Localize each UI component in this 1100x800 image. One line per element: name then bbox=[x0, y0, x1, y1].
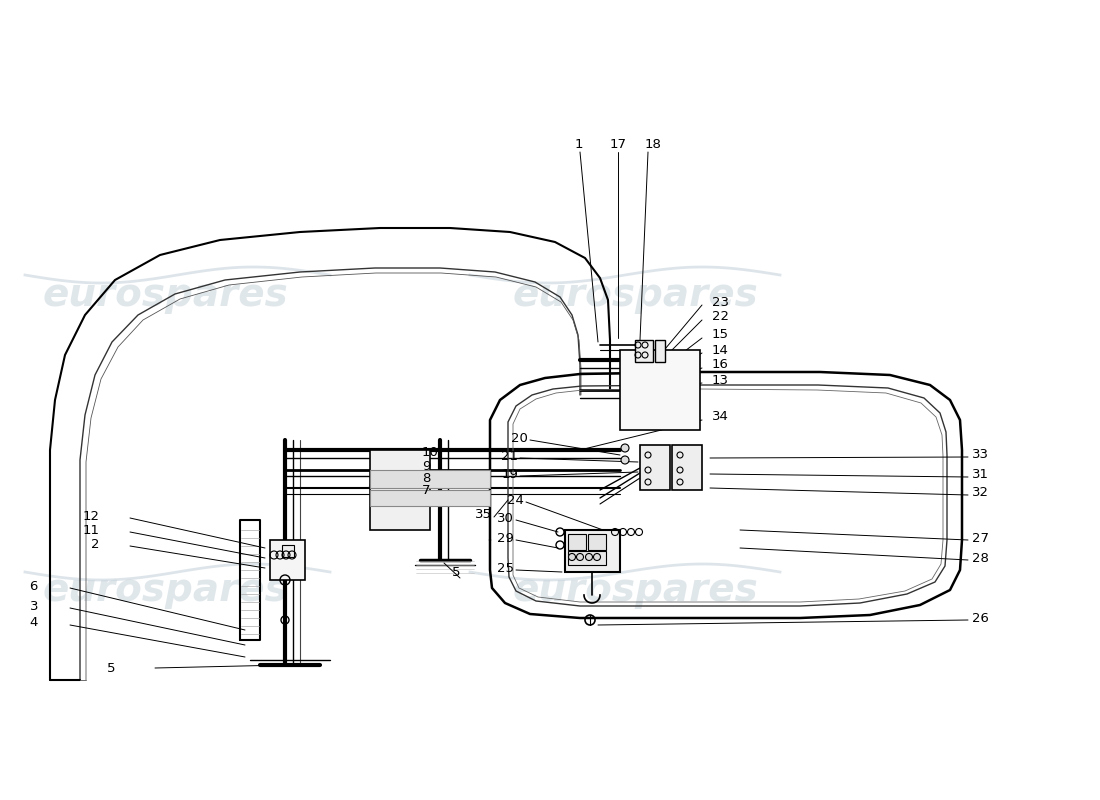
Bar bbox=[654, 340, 666, 362]
Bar bbox=[635, 340, 653, 362]
Text: 34: 34 bbox=[712, 410, 729, 423]
Text: 11: 11 bbox=[82, 523, 100, 537]
Text: 4: 4 bbox=[30, 617, 38, 630]
Text: 5: 5 bbox=[452, 566, 461, 579]
Text: 10: 10 bbox=[422, 446, 439, 459]
Text: 32: 32 bbox=[972, 486, 989, 499]
Text: 35: 35 bbox=[475, 509, 492, 522]
Bar bbox=[568, 534, 586, 550]
Text: 13: 13 bbox=[712, 374, 729, 386]
Text: 17: 17 bbox=[610, 138, 627, 151]
Text: 29: 29 bbox=[497, 531, 514, 545]
Bar bbox=[640, 445, 670, 490]
Text: 24: 24 bbox=[507, 494, 524, 506]
Text: 1: 1 bbox=[575, 138, 583, 151]
Text: 28: 28 bbox=[972, 551, 989, 565]
Bar bbox=[370, 450, 430, 530]
Bar bbox=[620, 350, 700, 430]
Text: eurospares: eurospares bbox=[42, 571, 288, 609]
Text: 22: 22 bbox=[712, 310, 729, 323]
Bar bbox=[672, 445, 702, 490]
Text: 19: 19 bbox=[502, 467, 518, 481]
Bar bbox=[588, 534, 606, 550]
Text: eurospares: eurospares bbox=[513, 571, 758, 609]
Text: 23: 23 bbox=[712, 295, 729, 309]
Bar bbox=[270, 540, 305, 580]
Text: 15: 15 bbox=[712, 329, 729, 342]
Text: 2: 2 bbox=[91, 538, 100, 550]
Circle shape bbox=[576, 554, 583, 561]
Text: 18: 18 bbox=[645, 138, 662, 151]
Text: 7: 7 bbox=[422, 483, 430, 497]
Text: 12: 12 bbox=[82, 510, 100, 522]
Bar bbox=[565, 530, 620, 572]
Text: 33: 33 bbox=[972, 449, 989, 462]
Text: 3: 3 bbox=[30, 599, 38, 613]
Text: 26: 26 bbox=[972, 611, 989, 625]
Circle shape bbox=[594, 554, 601, 561]
Text: 25: 25 bbox=[497, 562, 514, 574]
Text: 14: 14 bbox=[712, 343, 729, 357]
Circle shape bbox=[621, 456, 629, 464]
Text: 6: 6 bbox=[30, 579, 38, 593]
Circle shape bbox=[585, 554, 593, 561]
Text: 31: 31 bbox=[972, 469, 989, 482]
Text: 27: 27 bbox=[972, 531, 989, 545]
Text: 16: 16 bbox=[712, 358, 729, 371]
Circle shape bbox=[569, 554, 575, 561]
Bar bbox=[568, 551, 606, 565]
Text: 30: 30 bbox=[497, 511, 514, 525]
Circle shape bbox=[621, 444, 629, 452]
Bar bbox=[370, 470, 490, 488]
Text: 8: 8 bbox=[422, 471, 430, 485]
Bar bbox=[370, 490, 490, 506]
Text: eurospares: eurospares bbox=[42, 276, 288, 314]
Bar bbox=[282, 545, 294, 557]
Text: 21: 21 bbox=[500, 450, 518, 462]
Text: eurospares: eurospares bbox=[513, 276, 758, 314]
Text: 20: 20 bbox=[512, 431, 528, 445]
Text: 9: 9 bbox=[422, 459, 430, 473]
Text: 5: 5 bbox=[107, 662, 116, 674]
